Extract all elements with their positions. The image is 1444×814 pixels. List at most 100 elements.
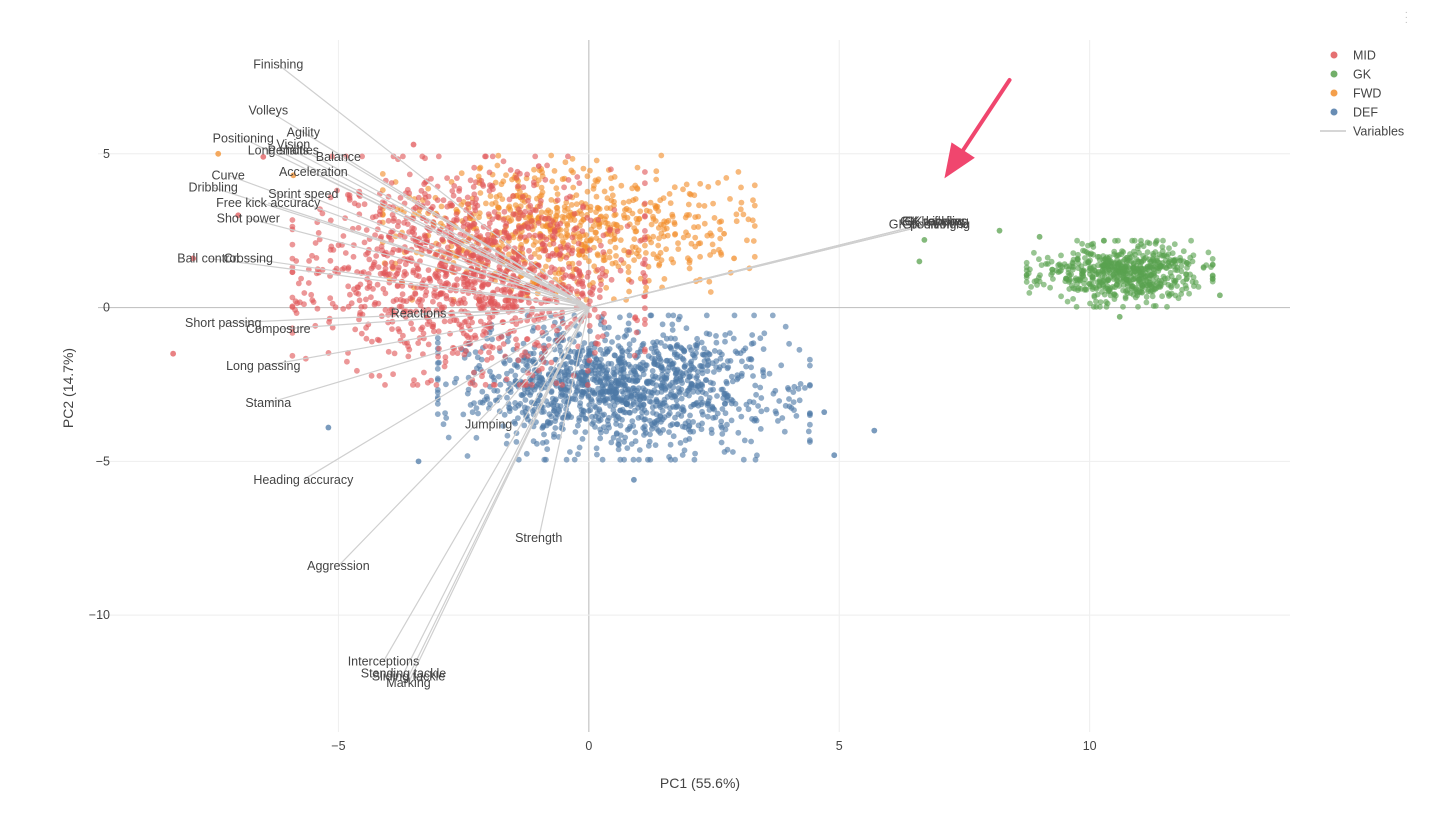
point: [618, 359, 625, 366]
point: [500, 158, 507, 165]
point: [1026, 290, 1033, 296]
point: [1036, 256, 1042, 263]
point: [494, 162, 501, 169]
x-tick-label: 5: [836, 739, 843, 753]
point: [643, 284, 649, 291]
point: [779, 415, 786, 421]
point: [545, 207, 552, 214]
point: [728, 373, 735, 380]
point: [1114, 264, 1120, 271]
point: [568, 286, 575, 292]
legend-item-variables[interactable]: Variables: [1320, 125, 1404, 139]
point: [515, 357, 522, 364]
vector-label: Volleys: [248, 104, 288, 118]
point: [536, 254, 543, 260]
point: [487, 401, 493, 407]
point: [705, 362, 712, 368]
point: [574, 174, 581, 180]
point: [411, 377, 417, 383]
vector-label: Penalties: [268, 144, 319, 158]
point: [628, 392, 635, 399]
point: [697, 240, 704, 247]
point: [618, 257, 625, 263]
point: [675, 246, 682, 253]
point: [596, 399, 603, 406]
point: [579, 278, 586, 285]
point: [518, 291, 525, 298]
point: [711, 406, 718, 413]
point: [625, 269, 632, 275]
point: [500, 178, 507, 185]
point: [587, 298, 593, 305]
point: [1135, 303, 1141, 310]
legend-item-def[interactable]: DEF: [1330, 106, 1379, 120]
vector-label: Crossing: [224, 251, 273, 265]
legend-item-fwd[interactable]: FWD: [1330, 87, 1382, 101]
point: [371, 259, 378, 266]
point: [624, 223, 631, 230]
point: [711, 369, 717, 375]
modebar-menu-icon[interactable]: · · ·: [1404, 7, 1408, 28]
point: [716, 246, 722, 253]
point: [807, 411, 813, 417]
point: [807, 356, 813, 363]
point: [630, 401, 637, 407]
legend[interactable]: MID GK FWD DEF Variables: [1320, 49, 1404, 139]
point: [425, 267, 432, 273]
point: [769, 312, 776, 319]
point: [487, 343, 494, 350]
point: [485, 281, 491, 288]
point: [679, 380, 685, 386]
point: [516, 215, 522, 222]
point: [750, 238, 757, 244]
point: [1036, 233, 1043, 240]
point: [743, 363, 749, 370]
point: [658, 152, 665, 159]
point: [587, 407, 594, 414]
point: [327, 295, 334, 302]
point: [215, 150, 222, 157]
point: [1148, 263, 1155, 270]
point: [477, 318, 484, 325]
point: [520, 367, 527, 374]
point: [565, 354, 572, 360]
point: [691, 401, 698, 408]
point: [366, 256, 373, 263]
point: [1143, 277, 1150, 284]
point: [615, 334, 621, 341]
point: [530, 207, 536, 213]
point: [634, 185, 640, 191]
point: [599, 456, 606, 463]
point: [438, 203, 445, 210]
point: [414, 382, 421, 388]
point: [520, 184, 527, 191]
point: [655, 351, 662, 357]
point: [666, 410, 673, 417]
point: [652, 342, 658, 349]
legend-item-gk[interactable]: GK: [1330, 68, 1372, 82]
point: [682, 437, 689, 444]
point: [382, 382, 388, 388]
point: [753, 391, 759, 398]
point: [483, 153, 489, 160]
point: [590, 185, 597, 192]
point: [594, 204, 601, 211]
point: [347, 291, 353, 298]
legend-item-mid[interactable]: MID: [1330, 49, 1376, 63]
point: [289, 241, 296, 248]
point: [548, 152, 555, 159]
point: [724, 421, 730, 428]
point: [505, 303, 512, 310]
point: [434, 375, 441, 382]
point: [422, 191, 428, 197]
point: [538, 214, 545, 221]
point: [1070, 285, 1077, 292]
point: [399, 291, 406, 298]
point: [355, 225, 362, 231]
point: [738, 413, 745, 420]
point: [512, 229, 519, 235]
point: [519, 352, 525, 359]
point: [617, 422, 624, 429]
point: [632, 228, 639, 235]
point: [706, 407, 713, 413]
